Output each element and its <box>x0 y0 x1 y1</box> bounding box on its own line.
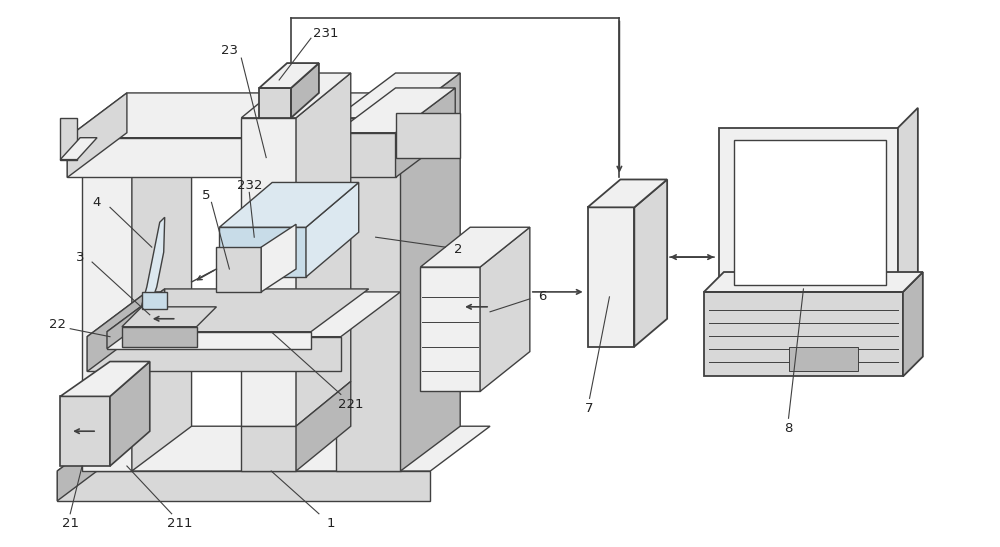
Polygon shape <box>107 289 165 348</box>
Polygon shape <box>241 73 351 118</box>
Polygon shape <box>420 267 480 392</box>
Polygon shape <box>336 133 396 177</box>
Polygon shape <box>588 207 634 347</box>
Polygon shape <box>903 272 923 376</box>
Polygon shape <box>241 118 296 426</box>
Polygon shape <box>241 426 296 471</box>
Polygon shape <box>57 471 430 501</box>
Text: 23: 23 <box>221 44 238 57</box>
Polygon shape <box>132 123 192 471</box>
Polygon shape <box>480 227 530 392</box>
Text: 231: 231 <box>313 27 339 40</box>
Text: 4: 4 <box>93 196 101 209</box>
Polygon shape <box>87 336 341 371</box>
Polygon shape <box>734 139 886 285</box>
Polygon shape <box>57 426 117 501</box>
Polygon shape <box>291 63 319 118</box>
Text: 6: 6 <box>539 290 547 304</box>
Polygon shape <box>259 63 319 88</box>
Text: 221: 221 <box>338 398 364 411</box>
Polygon shape <box>704 272 923 292</box>
Polygon shape <box>719 128 898 297</box>
Polygon shape <box>57 426 490 471</box>
Polygon shape <box>261 224 296 292</box>
Polygon shape <box>306 183 359 277</box>
Polygon shape <box>401 73 460 471</box>
Text: 232: 232 <box>237 179 262 192</box>
Polygon shape <box>219 227 306 277</box>
Polygon shape <box>67 138 321 177</box>
Text: 2: 2 <box>454 243 462 255</box>
Polygon shape <box>588 179 667 207</box>
Text: 5: 5 <box>202 189 211 202</box>
Polygon shape <box>82 167 132 471</box>
Polygon shape <box>87 292 401 336</box>
Text: 8: 8 <box>784 422 793 435</box>
Polygon shape <box>110 362 150 466</box>
Polygon shape <box>789 347 858 371</box>
Polygon shape <box>396 113 460 158</box>
Polygon shape <box>87 292 147 371</box>
Text: 1: 1 <box>327 517 335 530</box>
Polygon shape <box>142 292 167 309</box>
Polygon shape <box>60 118 77 160</box>
Polygon shape <box>67 93 127 177</box>
Polygon shape <box>336 88 455 133</box>
Polygon shape <box>420 227 530 267</box>
Polygon shape <box>60 138 97 160</box>
Polygon shape <box>704 292 903 376</box>
Polygon shape <box>107 331 311 348</box>
Polygon shape <box>60 397 110 466</box>
Polygon shape <box>336 118 401 471</box>
Polygon shape <box>219 183 359 227</box>
Polygon shape <box>107 289 369 331</box>
Text: 3: 3 <box>76 251 84 264</box>
Polygon shape <box>122 307 216 327</box>
Polygon shape <box>60 362 150 397</box>
Polygon shape <box>296 381 351 471</box>
Text: 7: 7 <box>585 402 594 415</box>
Polygon shape <box>259 88 291 118</box>
Polygon shape <box>122 327 197 347</box>
Polygon shape <box>82 123 192 167</box>
Polygon shape <box>634 179 667 347</box>
Text: 22: 22 <box>49 318 66 331</box>
Polygon shape <box>67 93 381 138</box>
Polygon shape <box>336 73 460 118</box>
Polygon shape <box>898 108 918 297</box>
Polygon shape <box>216 247 261 292</box>
Text: 211: 211 <box>167 517 192 530</box>
Polygon shape <box>142 217 165 307</box>
Polygon shape <box>296 73 351 426</box>
Polygon shape <box>719 277 918 297</box>
Text: 21: 21 <box>62 517 79 530</box>
Polygon shape <box>396 88 455 177</box>
